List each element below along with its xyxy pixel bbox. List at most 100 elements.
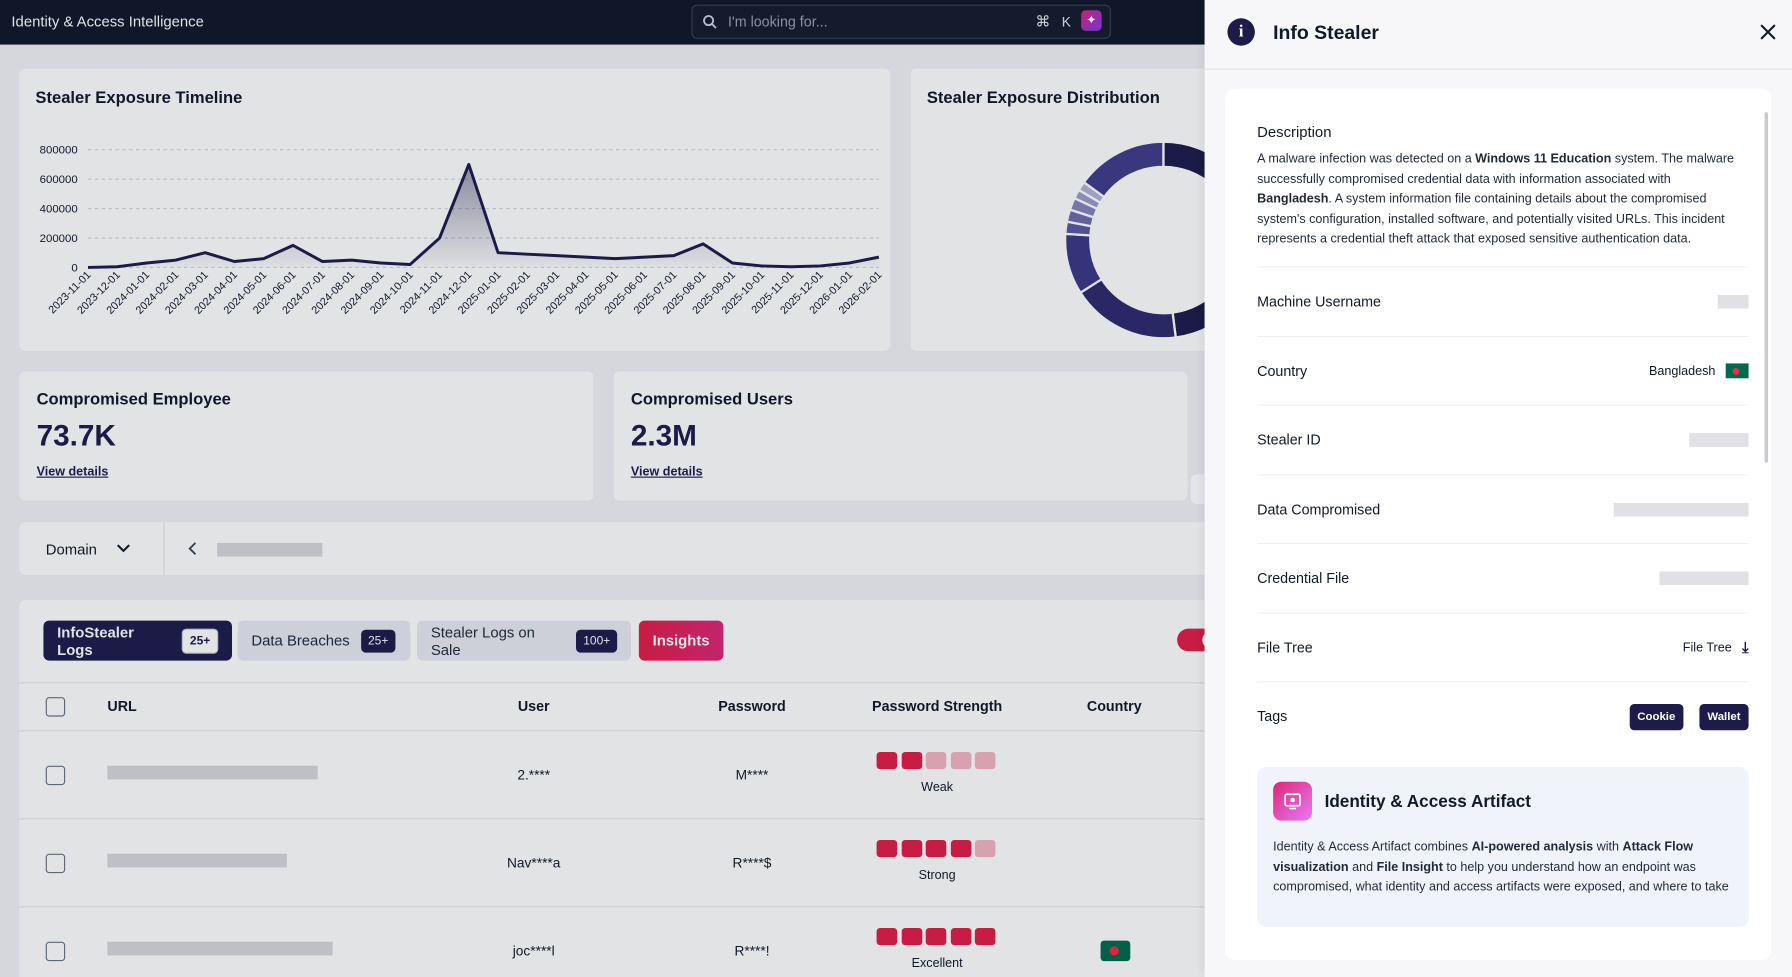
strength-box [950,751,971,770]
user-cell: 2.**** [517,766,551,783]
area [87,164,879,268]
timeline-card: Stealer Exposure Timeline 0 200000 400000 6… [19,68,891,351]
bold-text: Attack Flow visualization [1273,839,1694,874]
row-divider [19,730,1277,732]
column-header: User [517,698,550,715]
tab-label: Data Breaches [251,631,350,650]
artifact-box: Identity & Access Artifact Identity & Ac… [1257,766,1749,927]
line [87,162,880,269]
text: with [1593,839,1623,854]
column-header: URL [107,698,137,715]
ai-button[interactable]: ✦ [1081,10,1102,31]
row-checkbox[interactable] [45,853,66,874]
strength-box [950,927,971,946]
line-chart: 02000004000006000008000002023-11-012023-… [40,145,885,317]
divider [1204,68,1792,70]
flag-disc [1109,946,1119,956]
field-label: Credential File [1257,570,1350,587]
field-value [1689,433,1749,448]
tab-label: Stealer Logs on Sale [430,623,535,658]
text: and [1348,859,1377,874]
kpi-card: Compromised Users 2.3M View details [613,371,1188,501]
close-button[interactable] [1760,24,1776,40]
password-cell: R****$ [732,854,772,871]
field-label: File Tree [1257,639,1313,656]
description: A malware infection was detected on a Wi… [1257,150,1743,250]
field-row: Tags Cookie Wallet [1257,681,1749,751]
section-label: Description [1257,123,1332,141]
bold-text: File Insight [1376,859,1443,874]
field-row: Machine Username [1257,266,1749,336]
kpi-label: Compromised Users [630,390,793,410]
tag: Wallet [1699,703,1749,730]
y-tick-label: 600000 [40,174,78,186]
redacted [1717,295,1749,309]
download-icon[interactable]: ⤓ [1741,638,1749,656]
redacted [1689,433,1749,448]
strength-box [925,839,947,858]
kpi-value: 73.7K [36,418,116,453]
artifact-text: Identity & Access Artifact combines AI-p… [1273,838,1736,898]
text: Identity & Access Artifact combines [1273,839,1472,854]
tag: Cookie [1629,703,1684,730]
divider [19,682,1277,684]
bold-text: Windows 11 Education [1475,151,1612,166]
field-value [1613,502,1749,517]
kpi-label: Compromised Employee [36,390,231,410]
shortcut-modifier: ⌘ [1035,12,1051,30]
field-row: Country Bangladesh [1257,335,1749,405]
text: to help you understand how an endpoint w… [1273,859,1729,894]
row-checkbox[interactable] [45,765,66,786]
strength-box [901,751,922,770]
field-value [1717,295,1749,309]
field-value [1659,571,1749,586]
password-cell: M**** [735,766,769,783]
chevron-down [116,544,130,553]
search-box[interactable]: I'm looking for... ⌘ K ✦ [691,4,1111,39]
user-cell: joc****l [512,942,555,959]
row-divider [19,906,1277,908]
field-value: Bangladesh [1649,363,1749,379]
drawer-title: Info Stealer [1273,21,1379,44]
strength-box [876,927,898,946]
field-text: Bangladesh [1649,364,1716,378]
strength-label: Weak [921,780,954,795]
tab-badge: 25+ [361,629,396,652]
shortcut-key: K [1061,13,1071,30]
text: . A system information file containing d… [1257,191,1725,246]
strength-box [925,751,947,770]
filter-select[interactable]: Domain [45,540,97,558]
y-tick-label: 0 [71,262,77,274]
scrollbar[interactable] [1764,111,1768,463]
kpi-link[interactable]: View details [36,465,109,479]
kpi-link[interactable]: View details [630,465,703,479]
detail-card: Description A malware infection was dete… [1225,89,1772,960]
tab[interactable]: Stealer Logs on Sale 100+ [417,620,631,661]
flag-disc [1732,367,1740,375]
text: A malware infection was detected on a [1257,151,1476,166]
y-tick-label: 200000 [40,233,78,245]
back-arrow[interactable] [187,542,198,556]
strength-label: Strong [918,868,956,883]
redacted [1613,502,1749,517]
info-icon: i [1227,18,1255,46]
strength-box [925,927,947,946]
y-tick-label: 400000 [40,204,78,216]
tab[interactable]: Data Breaches 25+ [237,620,411,661]
table-card [19,599,1277,977]
donut-segment [1082,140,1165,199]
row-checkbox[interactable] [45,941,66,962]
redacted [1659,571,1749,586]
field-label: Data Compromised [1257,501,1381,518]
tab[interactable]: Insights [638,620,724,661]
strength-box [950,839,971,858]
row-divider [19,818,1277,820]
drawer: i Info Stealer Description A malware inf… [1204,0,1792,977]
strength-box [974,751,996,770]
tab[interactable]: InfoStealer Logs 25+ [43,620,232,661]
tab-badge: 100+ [576,629,618,652]
redacted [107,765,318,780]
password-cell: R****! [734,942,770,959]
overlay[interactable] [0,0,1205,977]
select-all-checkbox[interactable] [45,697,66,717]
